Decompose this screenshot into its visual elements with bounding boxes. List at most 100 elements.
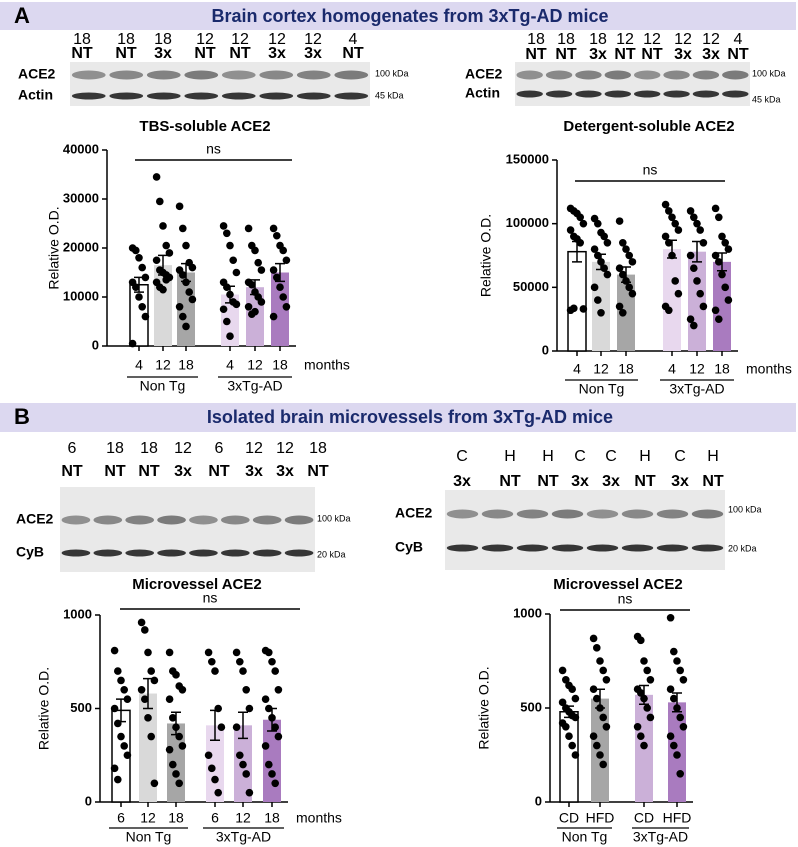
lane-label: NT — [702, 473, 724, 490]
data-point — [674, 226, 683, 234]
data-point — [165, 695, 174, 703]
x-tick-label: 4 — [226, 357, 234, 373]
data-point — [679, 723, 688, 731]
blot-band — [516, 70, 543, 80]
data-point — [211, 667, 219, 675]
data-point — [273, 231, 281, 240]
blot-band — [284, 515, 314, 525]
data-point — [114, 775, 122, 784]
data-point — [661, 200, 670, 209]
y-tick-label: 30000 — [63, 190, 99, 205]
data-point — [150, 676, 159, 685]
error-bar — [667, 239, 677, 259]
data-point — [178, 686, 187, 694]
blot-band — [722, 90, 749, 98]
data-point — [715, 258, 723, 266]
blot-band — [189, 549, 218, 557]
data-point — [596, 751, 604, 759]
lane-label: NT — [115, 45, 137, 62]
data-point — [152, 173, 161, 181]
data-point — [217, 723, 226, 731]
data-point — [245, 704, 254, 713]
data-point — [637, 636, 645, 645]
blot-band — [296, 92, 331, 100]
data-point — [282, 256, 291, 265]
data-point — [699, 302, 708, 311]
blot-band — [284, 549, 314, 557]
blot-band — [481, 544, 514, 552]
data-point — [603, 270, 612, 279]
data-point — [123, 695, 132, 703]
data-point — [251, 246, 259, 255]
data-point — [242, 770, 250, 778]
error-bar — [596, 253, 606, 271]
data-point — [643, 704, 651, 712]
lane-label: NT — [525, 46, 547, 63]
group-label: Non Tg — [126, 829, 172, 845]
data-point — [670, 694, 678, 703]
blot-band — [71, 70, 106, 80]
blot-row-label: ACE2 — [465, 66, 503, 82]
blot-band — [125, 549, 155, 557]
data-point — [594, 219, 602, 228]
lane-label: 3x — [602, 473, 620, 490]
data-point — [271, 779, 280, 788]
data-point — [693, 219, 701, 228]
data-point — [597, 309, 605, 317]
data-point — [137, 686, 146, 694]
error-bar — [238, 711, 248, 740]
data-point — [178, 742, 187, 750]
blot-band — [575, 70, 602, 80]
data-point — [274, 732, 283, 741]
data-point — [571, 713, 580, 722]
blot-row-label: CyB — [395, 539, 423, 555]
significance-label: ns — [618, 591, 633, 607]
data-point — [254, 258, 262, 267]
group-label: 3xTg-AD — [669, 381, 724, 397]
lane-label: C — [605, 448, 617, 465]
data-point — [182, 322, 190, 331]
data-point — [628, 289, 637, 298]
data-point — [673, 751, 681, 759]
lane-label: 12 — [304, 31, 322, 48]
y-axis-label: Relative O.D. — [478, 214, 494, 297]
data-point — [562, 723, 570, 731]
lane-label: 12 — [276, 440, 294, 457]
blot-band — [259, 92, 294, 100]
x-tick-label: 4 — [668, 361, 676, 377]
data-point — [169, 760, 177, 769]
data-point — [244, 303, 253, 311]
bar — [271, 272, 289, 346]
lane-label: 18 — [106, 440, 124, 457]
data-point — [226, 332, 234, 341]
data-point — [715, 213, 723, 222]
x-tick-label: CD — [559, 810, 579, 826]
blot-band — [125, 515, 155, 525]
error-bar — [692, 240, 702, 263]
group-label: 3xTg-AD — [227, 378, 282, 394]
blot-band — [446, 509, 479, 519]
error-bar — [250, 279, 260, 296]
lane-label: NT — [641, 46, 663, 63]
data-point — [602, 723, 611, 731]
y-tick-label: 500 — [70, 700, 92, 715]
lane-label: NT — [342, 45, 364, 62]
data-point — [117, 676, 125, 685]
data-point — [123, 751, 132, 760]
lane-label: 12 — [616, 31, 634, 48]
blot-band — [656, 509, 689, 519]
data-point — [625, 251, 633, 260]
data-point — [219, 222, 228, 230]
data-point — [671, 219, 679, 228]
data-point — [566, 226, 575, 234]
lane-label: NT — [194, 45, 216, 62]
blot-band — [551, 544, 584, 552]
error-bar — [621, 266, 631, 283]
x-unit-label: months — [296, 810, 342, 826]
data-point — [273, 273, 281, 282]
blot-band — [516, 509, 549, 519]
error-bar — [572, 240, 582, 263]
bar — [139, 693, 157, 802]
blot-band — [334, 92, 369, 100]
lane-label: 3x — [571, 473, 589, 490]
